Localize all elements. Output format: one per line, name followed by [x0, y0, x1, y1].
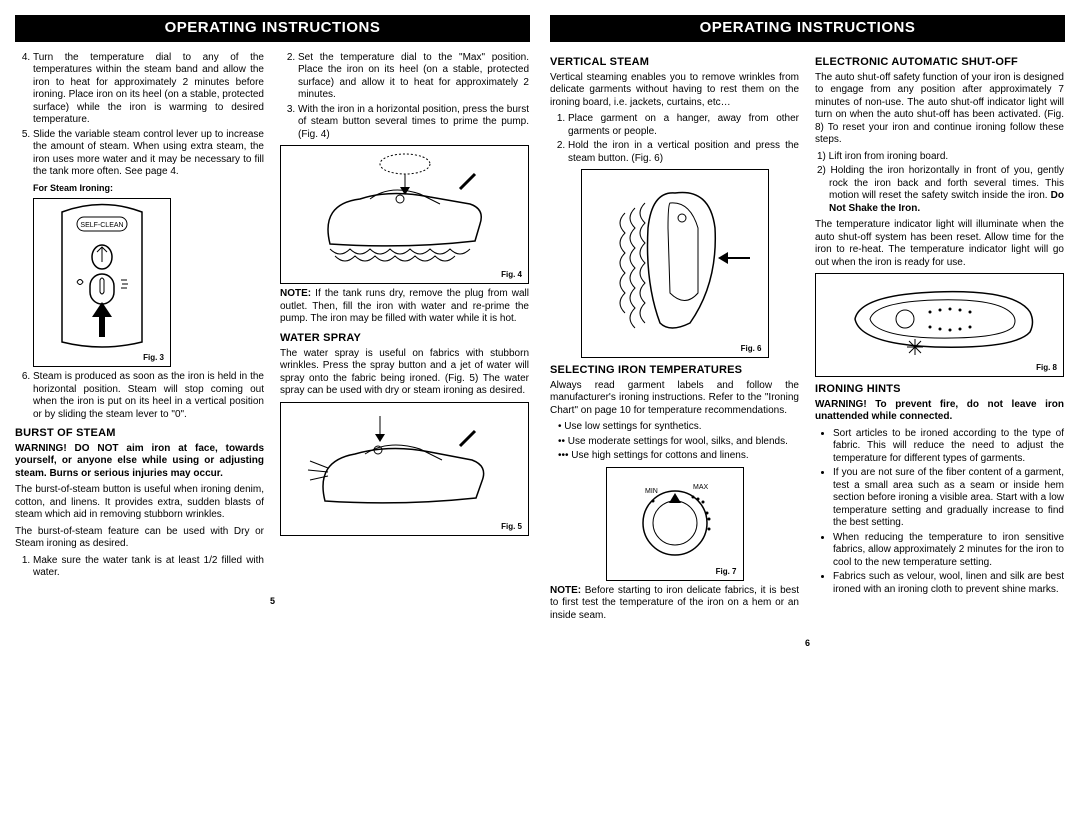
list-item: If you are not sure of the fiber content… — [833, 467, 1064, 530]
p5-col2: Set the temperature dial to the "Max" po… — [280, 50, 529, 584]
fig-5-cap: Fig. 5 — [284, 521, 525, 532]
fig-3-box: SELF-CLEAN Fig. 3 — [33, 198, 171, 367]
page-6-columns: VERTICAL STEAM Vertical steaming enables… — [550, 50, 1065, 627]
list-item: Make sure the water tank is at least 1/2… — [33, 555, 264, 580]
list-item: Sort articles to be ironed according to … — [833, 428, 1064, 466]
fig-6-box: Fig. 6 — [581, 169, 769, 358]
pages-container: OPERATING INSTRUCTIONS Turn the temperat… — [15, 15, 1065, 650]
svg-text:SELF-CLEAN: SELF-CLEAN — [80, 222, 123, 229]
auto-list: 1) Lift iron from ironing board. 2) Hold… — [815, 151, 1064, 216]
fig-4-cap: Fig. 4 — [284, 269, 525, 280]
vs-title: VERTICAL STEAM — [550, 56, 799, 70]
hints-warning: WARNING! To prevent fire, do not leave i… — [815, 399, 1064, 424]
fig-7-box: MIN MAX Fig. 7 — [606, 467, 744, 581]
sel-p: Always read garment labels and follow th… — [550, 380, 799, 418]
hints-list: Sort articles to be ironed according to … — [815, 428, 1064, 597]
auto-title: ELECTRONIC AUTOMATIC SHUT-OFF — [815, 56, 1064, 70]
p5c1-list1: Turn the temperature dial to any of the … — [15, 52, 264, 179]
p5c2-list1: Set the temperature dial to the "Max" po… — [280, 52, 529, 142]
burst-p1: The burst-of-steam button is useful when… — [15, 484, 264, 522]
p6c1-note: NOTE: Before starting to iron delicate f… — [550, 585, 799, 623]
list-item: With the iron in a horizontal position, … — [298, 104, 529, 142]
fig-5-box: Fig. 5 — [280, 402, 529, 536]
fig-6-cap: Fig. 6 — [585, 343, 765, 354]
p6-col2: ELECTRONIC AUTOMATIC SHUT-OFF The auto s… — [815, 50, 1064, 627]
auto-p2: The temperature indicator light will ill… — [815, 219, 1064, 269]
note-text: If the tank runs dry, remove the plug fr… — [280, 288, 529, 324]
page-5-num: 5 — [15, 596, 530, 607]
fig-3-svg: SELF-CLEAN — [42, 202, 162, 352]
fig-3-cap: Fig. 3 — [37, 352, 167, 363]
dots-list: Use low settings for synthetics. Use mod… — [550, 421, 799, 463]
fig-6-svg — [590, 173, 760, 343]
hints-title: IRONING HINTS — [815, 383, 1064, 397]
burst-warning: WARNING! DO NOT aim iron at face, toward… — [15, 443, 264, 481]
note-label: NOTE: — [550, 585, 581, 596]
sel-title: SELECTING IRON TEMPERATURES — [550, 364, 799, 378]
list-item: Turn the temperature dial to any of the … — [33, 52, 264, 127]
note-label: NOTE: — [280, 288, 311, 299]
list-item: Place garment on a hanger, away from oth… — [568, 113, 799, 138]
svg-text:MIN: MIN — [645, 488, 658, 495]
p6-col1: VERTICAL STEAM Vertical steaming enables… — [550, 50, 799, 627]
page-6: OPERATING INSTRUCTIONS VERTICAL STEAM Ve… — [550, 15, 1065, 650]
p5c1-list2: Steam is produced as soon as the iron is… — [15, 371, 264, 421]
vs-p: Vertical steaming enables you to remove … — [550, 72, 799, 110]
page-5-header: OPERATING INSTRUCTIONS — [15, 15, 530, 42]
fig-7-cap: Fig. 7 — [610, 566, 740, 577]
list-item: Use low settings for synthetics. — [558, 421, 799, 434]
p5c2-note: NOTE: If the tank runs dry, remove the p… — [280, 288, 529, 326]
list-item: Slide the variable steam control lever u… — [33, 129, 264, 179]
page-6-num: 6 — [550, 638, 1065, 649]
list-item: Fabrics such as velour, wool, linen and … — [833, 571, 1064, 596]
list-item: Use high settings for cottons and linens… — [558, 450, 799, 463]
spray-p: The water spray is useful on fabrics wit… — [280, 348, 529, 398]
fig-8-svg — [835, 277, 1045, 362]
p5-col1: Turn the temperature dial to any of the … — [15, 50, 264, 584]
fig-7-svg: MIN MAX — [615, 471, 735, 566]
fig-8-box: Fig. 8 — [815, 273, 1064, 377]
list-item: When reducing the temperature to iron se… — [833, 532, 1064, 570]
burst-list: Make sure the water tank is at least 1/2… — [15, 555, 264, 580]
page-6-header: OPERATING INSTRUCTIONS — [550, 15, 1065, 42]
vs-list: Place garment on a hanger, away from oth… — [550, 113, 799, 165]
list-item: Set the temperature dial to the "Max" po… — [298, 52, 529, 102]
list-item: Use moderate settings for wool, silks, a… — [558, 436, 799, 449]
auto-p: The auto shut-off safety function of you… — [815, 72, 1064, 147]
list-item: 1) Lift iron from ironing board. — [829, 151, 1064, 164]
page-5: OPERATING INSTRUCTIONS Turn the temperat… — [15, 15, 530, 650]
fig-4-svg — [300, 149, 510, 269]
list-item: Hold the iron in a vertical position and… — [568, 140, 799, 165]
fig-8-cap: Fig. 8 — [819, 362, 1060, 373]
note-text: Before starting to iron delicate fabrics… — [550, 585, 799, 621]
burst-title: BURST OF STEAM — [15, 427, 264, 441]
burst-p2: The burst-of-steam feature can be used w… — [15, 526, 264, 551]
fig-5-svg — [300, 406, 510, 521]
steam-label: For Steam Ironing: — [15, 183, 264, 194]
fig-4-box: Fig. 4 — [280, 145, 529, 284]
list-item: 2) Holding the iron horizontally in fron… — [829, 165, 1064, 215]
page-5-columns: Turn the temperature dial to any of the … — [15, 50, 530, 584]
svg-text:MAX: MAX — [693, 484, 709, 491]
spray-title: WATER SPRAY — [280, 332, 529, 346]
list-item: Steam is produced as soon as the iron is… — [33, 371, 264, 421]
